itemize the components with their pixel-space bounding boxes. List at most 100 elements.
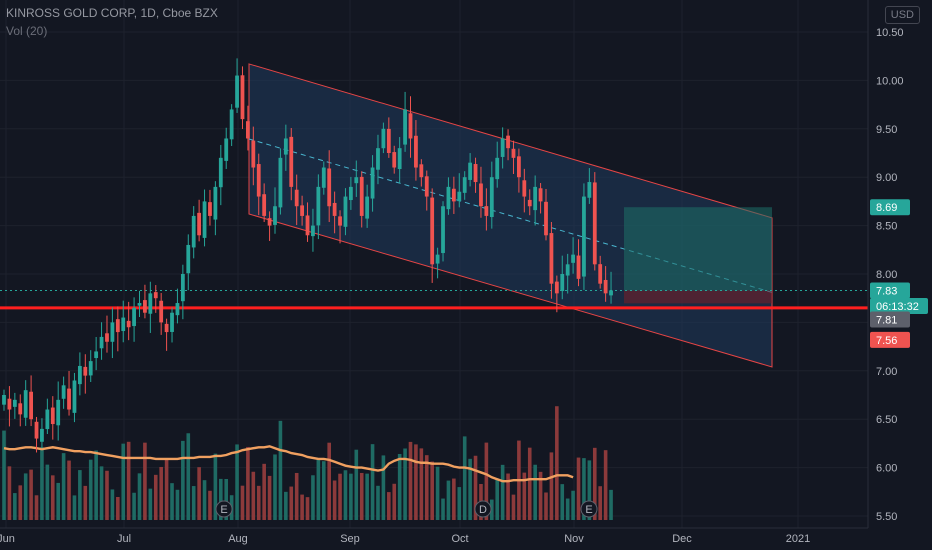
volume-bar <box>305 497 310 520</box>
candle-body <box>609 290 613 296</box>
volume-bar <box>29 469 33 520</box>
y-tick-label: 9.00 <box>876 172 897 184</box>
candle-body <box>94 351 99 359</box>
volume-bar <box>267 475 272 520</box>
volume-bar <box>105 470 109 520</box>
candle-body <box>218 157 223 188</box>
candle-body <box>110 322 115 342</box>
y-tick-label: 10.00 <box>876 75 904 87</box>
volume-bar <box>316 459 321 520</box>
volume-bar <box>332 480 337 520</box>
volume-bar <box>148 488 153 520</box>
volume-bar <box>403 448 407 520</box>
volume-bar <box>78 470 82 520</box>
candle-body <box>105 333 109 342</box>
candle-body <box>479 183 483 207</box>
candle-body <box>560 274 565 292</box>
volume-bar <box>202 480 207 520</box>
volume-bar <box>45 464 50 520</box>
candle-body <box>12 399 17 407</box>
candle-body <box>441 206 445 254</box>
volume-bar <box>576 457 581 520</box>
candle-body <box>153 292 158 299</box>
candle-body <box>45 409 50 430</box>
candle-body <box>403 109 407 145</box>
volume-bar <box>408 441 413 520</box>
candle-body <box>300 205 304 216</box>
candle-body <box>289 136 294 187</box>
volume-bar <box>23 473 28 520</box>
price-tag <box>870 311 910 328</box>
candle-body <box>338 216 342 226</box>
volume-bar <box>164 459 169 520</box>
volume-bar <box>72 495 77 520</box>
candle-body <box>67 388 71 410</box>
candle-body <box>115 319 120 333</box>
candle-body <box>544 201 548 236</box>
target-zone <box>624 207 772 291</box>
volume-bar <box>273 454 277 520</box>
candle-body <box>2 395 6 405</box>
price-tag-label: 7.56 <box>876 335 897 347</box>
y-tick-label: 9.50 <box>876 124 897 136</box>
volume-bar <box>83 485 88 520</box>
candle-body <box>251 140 256 168</box>
price-tag-label: 7.83 <box>876 285 897 297</box>
volume-bar <box>582 458 586 520</box>
price-tag <box>870 297 928 314</box>
volume-bar <box>354 449 359 520</box>
volume-bar <box>224 478 229 520</box>
candle-body <box>354 177 359 184</box>
volume-bar <box>544 492 548 520</box>
price-tag-label: 8.69 <box>876 202 897 214</box>
volume-bar <box>549 452 554 520</box>
candle-body <box>603 279 608 294</box>
candle-body <box>381 128 386 149</box>
volume-bar <box>56 482 60 520</box>
candle-body <box>365 196 370 219</box>
volume-bar <box>538 471 543 520</box>
volume-bar <box>506 473 510 520</box>
candle-body <box>376 148 380 170</box>
volume-bar <box>587 460 592 520</box>
volume-bar <box>284 491 288 520</box>
candle-body <box>430 197 435 265</box>
price-tag-label: 7.81 <box>876 314 897 326</box>
candle-body <box>598 264 603 284</box>
volume-bar <box>441 498 445 520</box>
candle-body <box>527 199 532 207</box>
volume-bar <box>256 485 261 520</box>
volume-bar <box>197 467 201 520</box>
candle-body <box>451 188 456 202</box>
candle-body <box>29 391 33 420</box>
earnings-marker-label: D <box>479 504 487 516</box>
earnings-marker <box>474 500 492 518</box>
candle-body <box>294 189 299 207</box>
volume-bar <box>294 472 299 520</box>
volume-bar <box>338 473 342 520</box>
volume-bar <box>240 485 245 520</box>
candle-body <box>40 428 44 442</box>
volume-bar <box>235 444 239 520</box>
volume-bar <box>300 494 304 520</box>
volume-bar <box>116 496 120 520</box>
price-tag-label: 06:13:32 <box>876 301 919 313</box>
volume-bar <box>446 480 451 520</box>
candle-body <box>370 167 375 199</box>
candle-body <box>99 336 104 349</box>
volume-bar <box>289 486 294 520</box>
volume-bar <box>50 475 55 520</box>
volume-bar <box>370 444 375 520</box>
volume-bar <box>452 478 456 520</box>
volume-bar <box>159 466 163 520</box>
volume-bar <box>419 448 424 520</box>
volume-bar <box>7 466 12 520</box>
candle-body <box>246 121 250 139</box>
volume-bar <box>251 471 256 520</box>
currency-badge[interactable]: USD <box>884 6 920 24</box>
candle-body <box>582 196 586 277</box>
y-tick-label: 8.50 <box>876 221 897 233</box>
candle-body <box>170 312 174 332</box>
volume-bar <box>132 492 136 520</box>
